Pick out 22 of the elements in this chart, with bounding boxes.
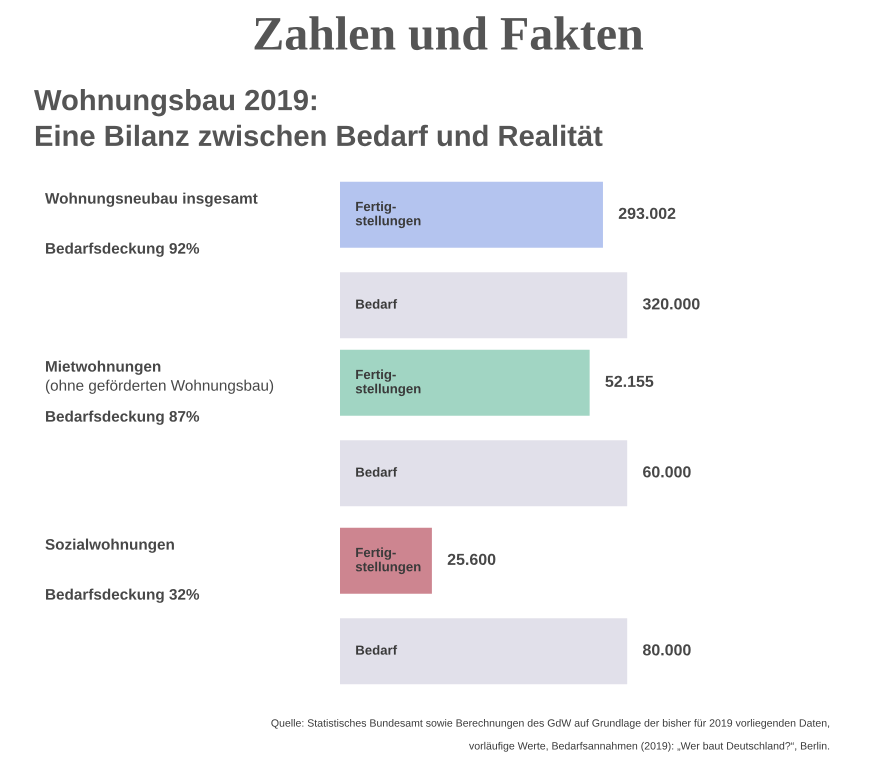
y-tick-label: Fertig- stellungen [356, 369, 420, 396]
data-label: 52.155 [605, 376, 654, 388]
text: Sozialwohnungen [45, 538, 174, 553]
y-tick-label: Fertig- stellungen [356, 201, 420, 228]
text: Zahlen und Fakten [254, 16, 644, 50]
text: Wohnungsbau 2019: Eine Bilanz zwischen Bedarf und Realität [34, 89, 603, 146]
data-label: 320.000 [642, 298, 700, 310]
y-tick-label: Bedarf [356, 299, 398, 309]
text: Bedarfsdeckung 32% [46, 588, 200, 603]
text: Bedarfsdeckung 92% [46, 242, 200, 257]
text: Bedarfsdeckung 87% [46, 410, 200, 425]
text: (ohne geförderten Wohnungsbau) [46, 380, 274, 394]
y-tick-label: Bedarf [356, 645, 398, 655]
data-label: 293.002 [618, 208, 676, 220]
text: Wohnungsneubau insgesamt [45, 192, 258, 207]
data-label: 60.000 [643, 466, 691, 478]
text: Mietwohnungen [46, 360, 160, 375]
y-tick-label: Fertig- stellungen [356, 547, 420, 574]
data-label: 25.600 [448, 554, 496, 566]
y-tick-label: Bedarf [356, 467, 398, 477]
data-label: 80.000 [642, 644, 691, 656]
text: Quelle: Statistisches Bundesamt sowie Berechnungen des GdW auf Grundlage der bisher für 2019 vorliegenden Daten, vorläufige Werte, Bedarfsannahmen (2019): „Wer baut Deutschland?“, Berlin. [271, 719, 830, 752]
